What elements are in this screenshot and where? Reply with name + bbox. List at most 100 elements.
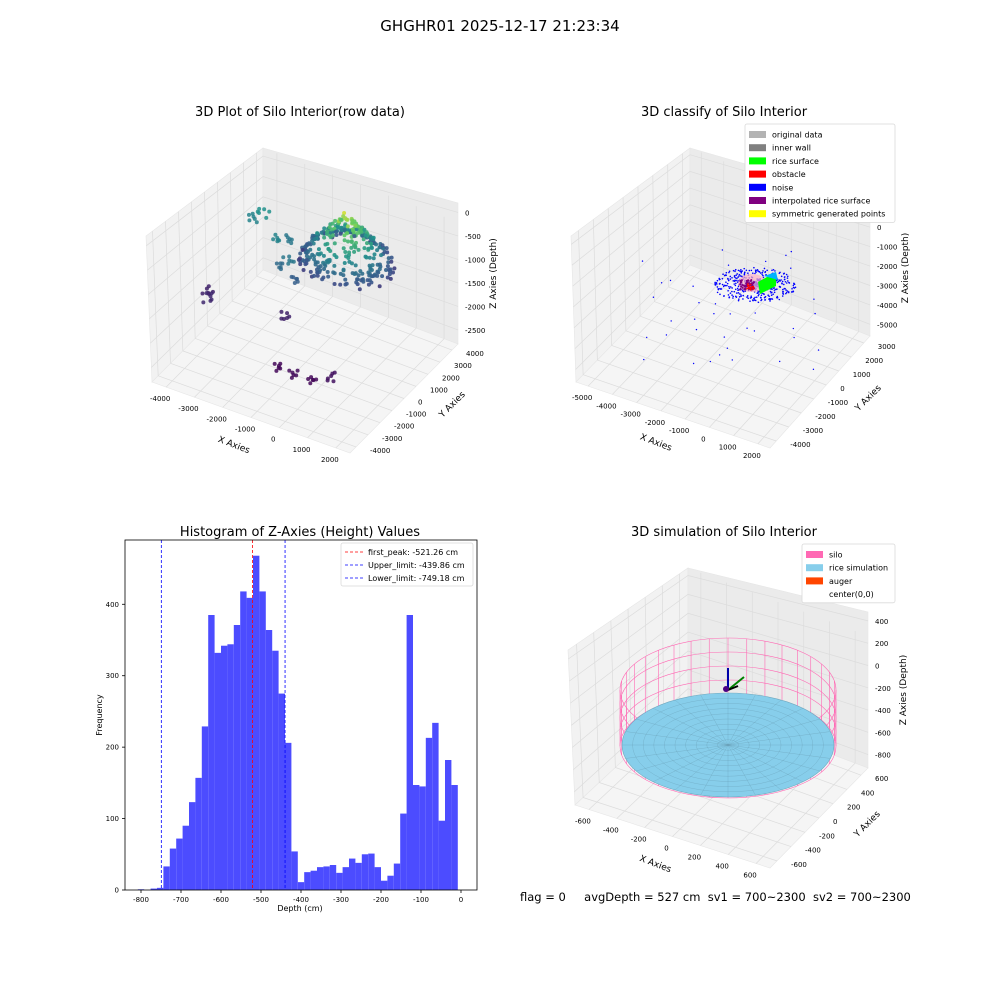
noise-point: [814, 312, 816, 315]
grid-y: [668, 286, 852, 358]
y-tick-label: 200: [106, 744, 119, 752]
histogram-bar: [182, 825, 189, 890]
histogram-bar: [349, 858, 356, 890]
grid-y: [244, 288, 441, 363]
obstacle-point: [747, 287, 750, 289]
grid-y: [230, 172, 233, 302]
noise-point: [793, 336, 795, 339]
scatter-points: [200, 206, 397, 386]
data-point: [287, 254, 292, 259]
mesh-line: [727, 708, 804, 746]
noise-point: [734, 284, 737, 287]
data-point: [306, 376, 311, 381]
noise-point: [764, 296, 767, 298]
data-point: [363, 233, 368, 238]
data-point: [256, 210, 261, 215]
histogram-bar: [323, 866, 330, 890]
legend-label: noise: [772, 183, 793, 192]
data-point: [366, 247, 371, 252]
y-tick-label: -1000: [828, 399, 848, 407]
data-point: [281, 316, 286, 321]
symmetric-points: [764, 272, 778, 280]
data-point: [246, 212, 251, 217]
legend-label: silo: [829, 551, 843, 560]
data-point: [322, 235, 327, 240]
data-point: [342, 228, 347, 233]
noise-point: [785, 289, 787, 291]
noise-point: [742, 294, 745, 297]
grid-y: [576, 644, 584, 798]
noise-point: [748, 269, 751, 272]
interpolated-point: [740, 279, 743, 282]
histogram-bar: [208, 615, 215, 890]
noise-point: [771, 269, 773, 272]
z-tick-label: -600: [875, 729, 891, 737]
data-point: [325, 229, 330, 234]
histogram-bar: [438, 820, 445, 890]
simulation: [619, 637, 837, 799]
z-tick-label: -1500: [465, 280, 485, 288]
noise-point: [737, 289, 739, 292]
noise-point: [728, 285, 730, 288]
noise-point: [718, 354, 721, 356]
mesh-line: [700, 694, 729, 746]
legend-label: Lower_limit: -749.18 cm: [368, 574, 465, 583]
data-point: [355, 277, 360, 282]
noise-point: [729, 313, 731, 315]
data-point: [341, 246, 346, 251]
data-point: [322, 267, 327, 272]
noise-point: [764, 270, 767, 273]
histogram-bar: [272, 650, 279, 890]
noise-point: [750, 295, 752, 297]
legend-swatch: [749, 197, 766, 204]
data-point: [354, 280, 359, 285]
noise-point: [731, 294, 733, 296]
data-point: [314, 377, 319, 382]
noise-point: [652, 296, 655, 298]
noise-point: [757, 291, 759, 294]
legend-swatch: [749, 157, 766, 165]
grid-y: [652, 175, 655, 302]
noise-point: [660, 282, 663, 284]
status-sv2: sv2 = 700~2300: [812, 890, 911, 904]
noise-point: [729, 278, 732, 280]
legend-swatch: [806, 564, 823, 572]
histogram-bar: [265, 630, 273, 890]
interpolated-point: [739, 279, 742, 282]
noise-point: [754, 296, 756, 299]
noise-point: [753, 266, 755, 269]
pane-floor: [575, 264, 871, 449]
data-point: [343, 277, 348, 282]
legend-label: first_peak: -521.26 cm: [368, 548, 458, 557]
histogram-bar: [304, 872, 311, 890]
grid-z: [150, 237, 459, 344]
noise-point: [734, 288, 737, 291]
noise-point: [754, 272, 756, 275]
grid-y: [219, 313, 417, 387]
x-tick-label: -400: [603, 827, 619, 835]
noise-point: [781, 295, 784, 297]
noise-point: [739, 270, 741, 272]
y-tick-label: 100: [106, 815, 119, 823]
obstacle-point: [749, 286, 752, 289]
data-point: [374, 242, 379, 247]
interpolated-point: [740, 285, 743, 288]
data-point: [360, 271, 365, 276]
legend-label: original data: [772, 131, 823, 140]
noise-point: [724, 284, 727, 287]
data-point: [334, 229, 339, 234]
noise-point: [721, 277, 724, 280]
scatter-points: [641, 249, 820, 371]
histogram-bar: [201, 726, 209, 890]
z-tick-label: -200: [875, 685, 891, 693]
x-tick-label: -500: [253, 896, 269, 904]
interpolated-point: [739, 281, 742, 284]
histogram-bar: [157, 887, 164, 890]
noise-point: [643, 358, 645, 361]
y-tick-label: -4000: [370, 447, 390, 455]
legend-swatch: [749, 183, 766, 191]
noise-point: [747, 297, 749, 300]
pane-floor: [151, 269, 459, 454]
noise-point: [733, 283, 736, 285]
y-tick-label: 0: [115, 887, 119, 895]
